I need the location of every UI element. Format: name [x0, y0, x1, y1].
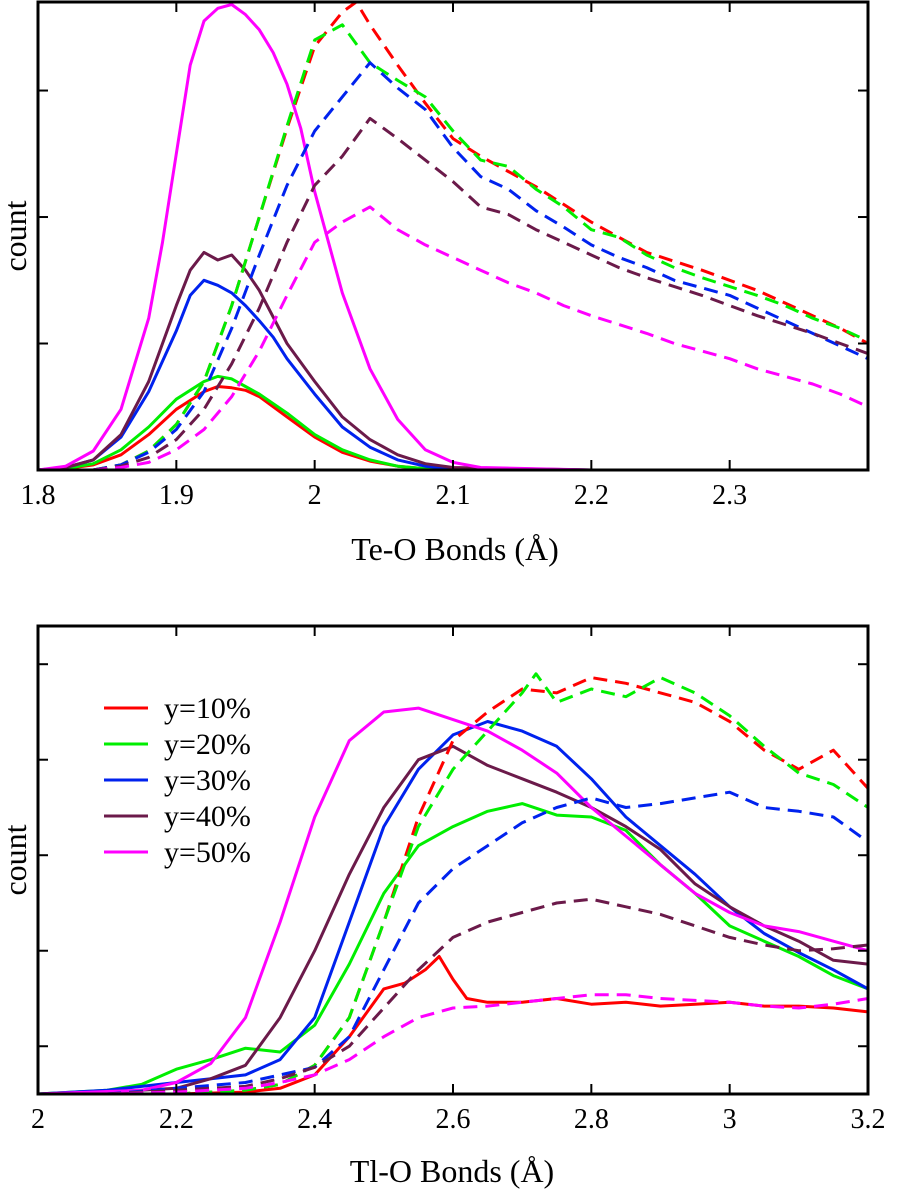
tl-o-x-axis-title: Tl-O Bonds (Å): [350, 1153, 554, 1189]
te-o-x-tick-label: 2: [308, 480, 322, 511]
legend-label: y=50%: [164, 836, 251, 869]
tl-o-x-tick-label: 2.4: [297, 1104, 332, 1135]
te-o-series-y-20-dashed: [93, 23, 868, 470]
tl-o-series-y-30-dashed: [107, 790, 868, 1094]
legend-label: y=40%: [164, 800, 251, 833]
te-o-x-axis-title: Te-O Bonds (Å): [351, 531, 559, 567]
te-o-series-y-40-solid: [38, 250, 868, 470]
tl-o-series-y-40-solid: [38, 744, 868, 1094]
tl-o-x-tick-label: 3: [723, 1104, 737, 1135]
te-o-x-tick-label: 2.1: [436, 480, 471, 511]
te-o-series-y-30-dashed: [93, 61, 868, 470]
te-o-series-y-40-dashed: [93, 116, 868, 470]
te-o-series-y-10-dashed: [93, 2, 868, 470]
legend-label: y=10%: [164, 692, 251, 725]
te-o-x-tick-label: 2.2: [574, 480, 609, 511]
te-o-y-axis-title: count: [0, 200, 33, 271]
te-o-series-y-50-solid: [38, 3, 868, 470]
tl-o-series-y-30-solid: [38, 720, 868, 1094]
te-o-ticks-layer: 1.8 1.9 2 2.1 2.2 2.3: [21, 2, 868, 511]
tl-o-x-tick-label: 2.6: [436, 1104, 471, 1135]
te-o-panel: 1.8 1.9 2 2.1 2.2 2.3 count Te-O Bonds (Å): [0, 0, 870, 567]
tl-o-series-y-20-dashed: [176, 672, 868, 1094]
tl-o-x-tick-label: 2: [31, 1104, 45, 1135]
te-o-x-tick-label: 1.8: [21, 480, 56, 511]
tl-o-x-tick-label: 2.2: [159, 1104, 194, 1135]
legend-label: y=30%: [164, 764, 251, 797]
tl-o-x-tick-label: 2.8: [574, 1104, 609, 1135]
tl-o-y-axis-title: count: [0, 824, 33, 895]
tl-o-ticks-layer: 2 2.2 2.4 2.6 2.8 3 3.2: [31, 626, 886, 1135]
te-o-series-y-20-solid: [38, 374, 868, 470]
tl-o-series-y-20-solid: [38, 802, 868, 1094]
te-o-x-tick-label: 2.3: [712, 480, 747, 511]
tl-o-series-y-50-dashed: [107, 993, 868, 1094]
te-o-series-y-30-solid: [38, 278, 868, 470]
legend-label: y=20%: [164, 728, 251, 761]
tl-o-series-y-10-dashed: [176, 676, 868, 1094]
tl-o-series-layer: [38, 672, 868, 1094]
tl-o-series-y-10-solid: [38, 955, 868, 1094]
te-o-series-layer: [38, 2, 868, 470]
te-o-series-y-50-dashed: [93, 205, 868, 470]
tl-o-panel: 2 2.2 2.4 2.6 2.8 3 3.2 count Tl-O Bonds (Å) y…: [0, 624, 886, 1189]
te-o-x-tick-label: 1.9: [159, 480, 194, 511]
tl-o-series-y-40-dashed: [107, 897, 868, 1094]
tl-o-series-y-50-solid: [38, 706, 868, 1094]
tl-o-x-tick-label: 3.2: [851, 1104, 886, 1135]
tl-o-plot-frame: [36, 624, 870, 1096]
legend: y=10%y=20%y=30%y=40%y=50%: [104, 692, 251, 869]
